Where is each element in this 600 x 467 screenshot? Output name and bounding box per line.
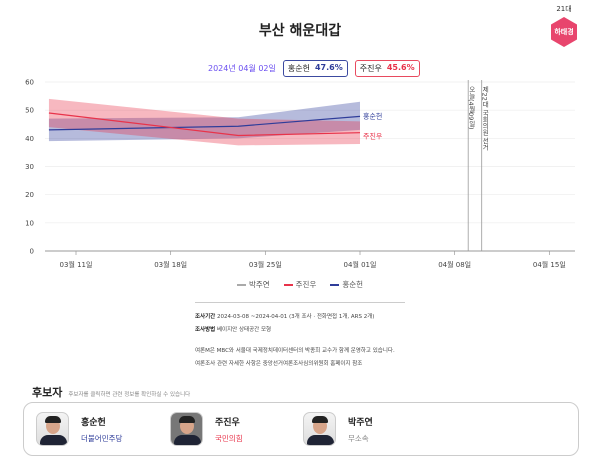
series-end-label: 홍순헌 [363,111,382,120]
event-marker-label: 오늘(4월09일) [467,86,475,130]
candidate-name: 주진우 [215,417,240,428]
leader-name: 홍순헌 [287,64,310,73]
series-end-label: 주진우 [363,132,383,141]
legend-label: 주진우 [295,280,317,289]
confidence-band [48,101,360,142]
x-tick-label: 03월 11일 [60,260,93,269]
incumbent-badge: 21대 하태경 [548,4,580,47]
candidate-party: 국민의힘 [215,433,243,443]
candidate-party: 더불어민주당 [81,433,123,443]
y-tick-label: 30 [25,163,34,171]
y-tick-label: 60 [25,79,34,87]
x-tick-label: 04월 01일 [344,260,377,269]
y-tick-label: 10 [25,219,34,227]
candidate-name: 홍순헌 [81,417,106,428]
x-tick-label: 04월 08일 [438,260,471,269]
legend-item[interactable]: 박주연 [236,279,270,290]
incumbent-term: 21대 [556,5,572,13]
period-label: 조사기간 [195,314,216,320]
legend-swatch [330,284,340,286]
leader-value: 45.6% [386,63,415,72]
method-label: 조사방법 [195,327,216,333]
x-tick-label: 03월 25일 [249,260,282,269]
leader-box-1: 홍순헌 47.6% [282,60,348,77]
candidate-name: 박주연 [348,417,373,428]
y-tick-label: 20 [25,191,34,199]
summary-date: 2024년 04월 02일 [208,64,276,73]
page-title: 부산 해운대갑 [258,23,342,39]
legend-label: 박주연 [248,280,270,289]
survey-notes: 조사기간 2024-03-08 ~2024-04-01 (3개 조사 · 전화면… [195,302,405,371]
period-value: 2024-03-08 ~2024-04-01 (3개 조사 · 전화면접 1개,… [217,314,375,320]
legend: 박주연 주진우 홍순헌 [0,279,600,290]
legend-item[interactable]: 주진우 [283,279,317,290]
candidates-heading: 후보자 [32,386,63,399]
incumbent-name: 하태경 [551,17,577,47]
y-tick-label: 50 [25,107,34,115]
legend-label: 홍순헌 [342,280,364,289]
poll-chart: 0 10 20 30 40 50 60 03월 11일 03월 18일 03월 25일 04월 01… [25,79,575,269]
candidate-party: 무소속 [348,433,369,443]
method-value: 베이지안 상태공간 모형 [217,327,272,333]
event-marker-label: 제22대 국회의원 선거 [481,86,489,152]
note-line: 여론조사 관련 자세한 사항은 중앙선거여론조사심의위원회 홈페이지 참조 [195,361,363,367]
y-tick-label: 0 [30,248,34,256]
summary: 2024년 04월 02일 홍순헌 47.6% 주진우 45.6% [208,60,420,77]
note-line: 여론M은 MBC와 서울대 국제정치데이터센터의 박종희 교수가 함께 운영하고… [195,348,395,354]
candidates-hint: 후보자를 클릭하면 관련 정보를 확인하실 수 있습니다 [68,392,191,398]
y-tick-label: 40 [25,135,34,143]
candidate-photo [36,412,69,446]
legend-item[interactable]: 홍순헌 [330,279,363,290]
confidence-band [48,98,360,146]
x-tick-label: 04월 15일 [533,260,566,269]
legend-swatch [236,284,246,286]
legend-swatch [283,284,293,286]
leader-value: 47.6% [314,63,343,72]
candidate-photo [303,412,336,446]
leader-name: 주진우 [359,64,382,73]
candidates-header: 후보자 후보자를 클릭하면 관련 정보를 확인하실 수 있습니다 [32,384,190,400]
x-tick-label: 03월 18일 [154,260,187,269]
candidate-photo [170,412,203,446]
leader-box-2: 주진우 45.6% [354,60,420,77]
